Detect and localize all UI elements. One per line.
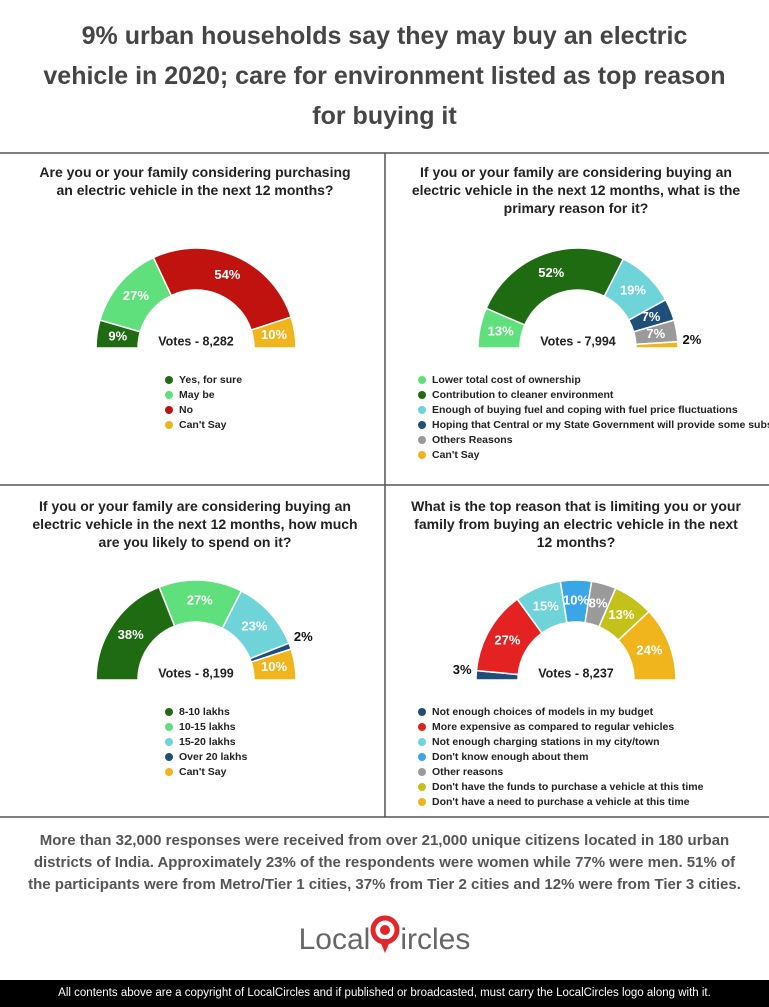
value-label: 9%	[108, 328, 127, 343]
legend-label: Not enough choices of models in my budge…	[432, 706, 654, 718]
logo-icon	[370, 915, 400, 953]
logo: Local ircles	[0, 915, 769, 957]
legend-label: Contribution to cleaner environment	[432, 389, 614, 401]
legend-label: Lower total cost of ownership	[432, 374, 581, 386]
legend-label: 8-10 lakhs	[179, 706, 230, 718]
legend-marker	[418, 768, 426, 776]
value-label: 7%	[642, 309, 661, 324]
value-label: 7%	[646, 326, 665, 341]
value-label: 24%	[636, 642, 662, 657]
votes-label: Votes - 8,282	[158, 334, 234, 348]
value-label: 27%	[187, 593, 213, 608]
value-label: 2%	[683, 332, 702, 347]
legend-label: Can't Say	[179, 766, 227, 778]
legend-label: Can't Say	[432, 449, 480, 461]
value-label: 3%	[453, 662, 472, 677]
legend-label: Don't have a need to purchase a vehicle …	[432, 796, 690, 808]
legend-marker	[165, 376, 173, 384]
value-label: 23%	[241, 618, 267, 633]
segment	[250, 648, 297, 681]
legend-marker	[418, 406, 426, 414]
legend-marker	[165, 421, 173, 429]
legend-label: Don't have the funds to purchase a vehic…	[432, 781, 704, 793]
value-label: 10%	[563, 592, 589, 607]
votes-label: Votes - 8,237	[538, 666, 614, 680]
value-label: 2%	[294, 629, 313, 644]
value-label: 15%	[533, 598, 559, 613]
legend-label: Not enough charging stations in my city/…	[432, 736, 660, 748]
value-label: 10%	[261, 659, 287, 674]
legend-marker	[418, 723, 426, 731]
legend-label: Hoping that Central or my State Governme…	[432, 419, 769, 431]
value-label: 19%	[620, 283, 646, 298]
legend-marker	[418, 391, 426, 399]
legend-label: Don't know enough about them	[432, 751, 588, 763]
legend-label: Can't Say	[179, 419, 227, 431]
value-label: 38%	[118, 627, 144, 642]
value-label: 13%	[488, 323, 514, 338]
legend-marker	[418, 708, 426, 716]
footer: All contents above are a copyright of Lo…	[0, 980, 769, 1007]
legend-marker	[165, 708, 173, 716]
value-label: 54%	[214, 267, 240, 282]
votes-label: Votes - 8,199	[158, 666, 234, 680]
legend-marker	[165, 406, 173, 414]
legend-marker	[165, 723, 173, 731]
segment	[485, 247, 625, 326]
legend-label: No	[179, 404, 193, 416]
value-label: 27%	[123, 288, 149, 303]
summary: More than 32,000 responses were received…	[28, 832, 741, 893]
legend-label: 10-15 lakhs	[179, 721, 236, 733]
value-label: 8%	[589, 596, 608, 611]
segment	[617, 610, 677, 681]
legend-label: Yes, for sure	[179, 374, 242, 386]
logo-text: Local	[298, 923, 371, 956]
legend-marker	[165, 768, 173, 776]
page-title: 9% urban households say they may buy an …	[43, 22, 726, 130]
segment	[635, 340, 679, 349]
segment	[250, 316, 297, 349]
legend-marker	[418, 436, 426, 444]
legend-label: Other reasons	[432, 766, 503, 778]
legend-marker	[418, 753, 426, 761]
value-label: 27%	[494, 632, 520, 647]
legend-marker	[418, 451, 426, 459]
legend-label: May be	[179, 389, 215, 401]
votes-label: Votes - 7,994	[540, 334, 616, 348]
legend-label: Over 20 lakhs	[179, 751, 247, 763]
legend-label: Others Reasons	[432, 434, 513, 446]
legend-marker	[418, 738, 426, 746]
legend-label: More expensive as compared to regular ve…	[432, 721, 674, 733]
legend-label: Enough of buying fuel and coping with fu…	[432, 404, 738, 416]
legend-marker	[418, 798, 426, 806]
segment	[152, 247, 293, 332]
chart-title: If you or your family are considering bu…	[411, 164, 741, 216]
legend-marker	[418, 421, 426, 429]
value-label: 13%	[608, 607, 634, 622]
chart-title: What is the top reason that is limiting …	[411, 498, 741, 550]
legend-marker	[165, 391, 173, 399]
legend-marker	[165, 738, 173, 746]
chart-title: Are you or your family considering purch…	[39, 164, 351, 198]
legend-marker	[418, 376, 426, 384]
legend-label: 15-20 lakhs	[179, 736, 236, 748]
value-label: 52%	[538, 265, 564, 280]
value-label: 10%	[261, 327, 287, 342]
logo-text: ircles	[400, 923, 471, 956]
legend-marker	[165, 753, 173, 761]
chart-title: If you or your family are considering bu…	[32, 498, 358, 550]
legend-marker	[418, 783, 426, 791]
